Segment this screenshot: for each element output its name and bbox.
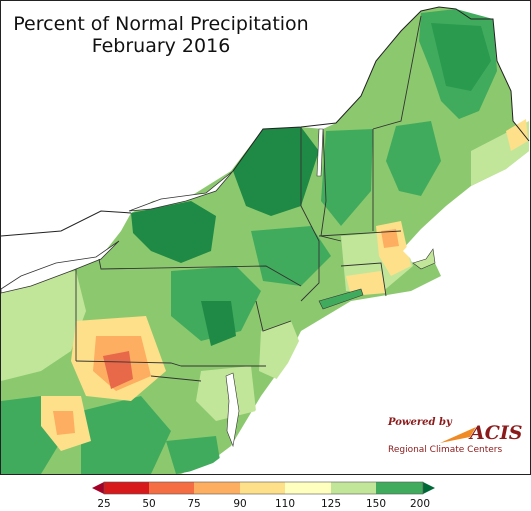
legend-bin-3	[194, 482, 240, 494]
wet-patch-wv-south	[81, 396, 171, 474]
ocean	[183, 153, 530, 474]
legend-tick-label: 90	[233, 498, 247, 510]
wet-patch-ny-north	[233, 127, 319, 216]
state-borders	[75, 15, 422, 382]
slightly-dry-ct	[346, 271, 386, 296]
map-subtitle: February 2016	[91, 35, 231, 57]
cape-cod	[412, 248, 436, 270]
wet-patch-ny-south	[251, 226, 331, 286]
legend-tick-label: 25	[97, 498, 111, 510]
slightly-dry-maine-south	[506, 119, 528, 151]
legend-bin-7	[376, 482, 423, 494]
acis-logo: Powered by ACIS Regional Climate Centers	[384, 415, 524, 461]
precipitation-map	[1, 1, 530, 474]
logo-name: ACIS	[470, 422, 523, 444]
color-legend: 25 50 75 90 110 125 150 200	[92, 481, 435, 510]
logo-powered-by: Powered by	[388, 417, 452, 428]
legend-tick-label: 150	[365, 498, 387, 510]
near-normal-ohio	[1, 271, 86, 381]
near-normal-md	[196, 366, 256, 421]
legend-tick-label: 110	[274, 498, 296, 510]
legend-bar	[92, 481, 435, 495]
map-title: Percent of Normal Precipitation	[13, 13, 309, 35]
lake-ontario	[128, 170, 234, 212]
logo-subtitle: Regional Climate Centers	[388, 445, 503, 455]
wet-patch-va	[166, 436, 221, 474]
swoosh-icon	[440, 427, 476, 443]
legend-bin-5	[285, 482, 331, 494]
dry-sw-core	[53, 411, 75, 435]
legend-tick-label: 200	[409, 498, 431, 510]
map-frame: Percent of Normal Precipitation February…	[0, 0, 531, 475]
legend-tick-label: 125	[320, 498, 342, 510]
legend-tick-label: 75	[187, 498, 201, 510]
wet-patch-nh	[386, 121, 441, 196]
wet-patch-vermont	[321, 129, 373, 226]
long-island	[318, 288, 364, 310]
legend-bin-1	[104, 482, 149, 494]
very-dry-wv	[103, 351, 133, 389]
legend-bin-2	[149, 482, 194, 494]
lake-champlain	[316, 128, 324, 177]
wet-patch-pa-east	[201, 301, 236, 346]
legend-bin-4	[240, 482, 285, 494]
legend-arrow-high	[423, 482, 435, 494]
dry-mass-point	[381, 229, 399, 248]
legend-tick-label: 50	[142, 498, 156, 510]
wet-patch-maine-core	[431, 23, 491, 91]
canada-border	[1, 6, 530, 237]
legend-arrow-low	[92, 482, 104, 494]
chesapeake-bay	[225, 372, 240, 448]
lake-erie	[1, 240, 120, 294]
legend-bin-6	[331, 482, 376, 494]
wet-patch-ny-west	[131, 201, 216, 263]
near-normal-nj	[259, 321, 301, 381]
